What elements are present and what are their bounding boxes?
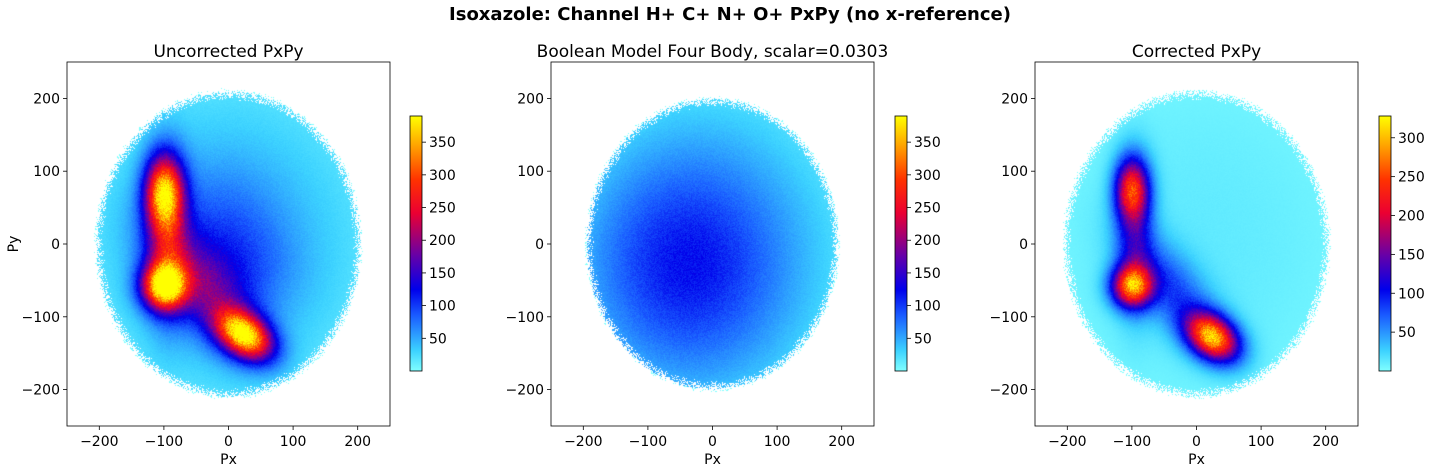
panel3-colorbar-tick-label: 150 xyxy=(1398,247,1425,263)
panel1-ytick-label: 200 xyxy=(33,91,60,107)
panel3-colorbar-tick-label: 50 xyxy=(1398,325,1416,341)
panel1-xlabel: Px xyxy=(220,452,237,467)
panel2-colorbar-tick-label: 250 xyxy=(914,201,941,217)
panel1-ytick-label: 0 xyxy=(51,237,60,253)
panel3-colorbar xyxy=(1378,115,1392,372)
figure-suptitle: Isoxazole: Channel H+ C+ N+ O+ PxPy (no … xyxy=(449,4,1011,25)
panel3-heatmap xyxy=(1035,62,1358,426)
panel1-ylabel: Py xyxy=(6,236,22,253)
panel3-xtick-label: 200 xyxy=(1312,434,1339,450)
panel3-ytick-label: 0 xyxy=(1019,237,1028,253)
panel2-ytick-label: 0 xyxy=(535,237,544,253)
panel3-colorbar-tick-label: 100 xyxy=(1398,286,1425,302)
panel1-title: Uncorrected PxPy xyxy=(153,42,303,62)
panel2-ytick-label: 200 xyxy=(517,91,544,107)
panel1-colorbar-tick-label: 50 xyxy=(429,331,447,347)
panel1-xtick-label: −200 xyxy=(80,434,118,450)
panel1-ytick-label: −200 xyxy=(22,383,60,399)
panel3-colorbar-tick-label: 200 xyxy=(1398,209,1425,225)
panel2-xtick-label: 100 xyxy=(764,434,791,450)
panel1-colorbar-tick-label: 300 xyxy=(429,168,456,184)
panel2-xtick-label: 0 xyxy=(708,434,717,450)
panel2-colorbar-tick-label: 350 xyxy=(914,135,941,151)
panel3-xtick-label: −200 xyxy=(1048,434,1086,450)
panel1-colorbar-tick-label: 250 xyxy=(429,201,456,217)
panel2-colorbar xyxy=(894,115,908,372)
panel3-xtick-label: 0 xyxy=(1192,434,1201,450)
panel1-ytick-label: −100 xyxy=(22,310,60,326)
panel2-xtick-label: −100 xyxy=(629,434,667,450)
panel2-xtick-label: −200 xyxy=(564,434,602,450)
panel3-colorbar-tick-label: 300 xyxy=(1398,131,1425,147)
panel1-colorbar-tick-label: 350 xyxy=(429,135,456,151)
panel3-colorbar-tick-label: 250 xyxy=(1398,170,1425,186)
panel2-title: Boolean Model Four Body, scalar=0.0303 xyxy=(537,42,889,62)
panel1-xtick-label: 200 xyxy=(344,434,371,450)
panel3-xtick-label: 100 xyxy=(1248,434,1275,450)
panel2-colorbar-tick-label: 300 xyxy=(914,168,941,184)
panel2-xlabel: Px xyxy=(704,452,721,467)
panel2-ytick-label: −200 xyxy=(506,383,544,399)
panel1-xtick-label: −100 xyxy=(145,434,183,450)
panel2-colorbar-tick-label: 100 xyxy=(914,299,941,315)
panel2-colorbar-tick-label: 150 xyxy=(914,266,941,282)
panel1-colorbar-tick-label: 200 xyxy=(429,233,456,249)
panel3-ytick-label: −100 xyxy=(990,310,1028,326)
panels: −200 −100 0 100 200 −200 −100 0 100 200 Uncorrecte… xyxy=(6,42,1425,467)
panel3-ytick-label: 200 xyxy=(1001,91,1028,107)
panel2-ytick-label: −100 xyxy=(506,310,544,326)
panel1-ytick-label: 100 xyxy=(33,164,60,180)
panel2-xtick-label: 200 xyxy=(828,434,855,450)
panel3-ytick-label: 100 xyxy=(1001,164,1028,180)
panel3-ytick-label: −200 xyxy=(990,383,1028,399)
panel1-colorbar-tick-label: 100 xyxy=(429,299,456,315)
panel3-xlabel: Px xyxy=(1188,452,1205,467)
panel1-xtick-label: 100 xyxy=(280,434,307,450)
panel1-colorbar xyxy=(409,115,423,372)
panel2-heatmap xyxy=(551,62,874,426)
panel2-colorbar-tick-label: 200 xyxy=(914,233,941,249)
panel3-xtick-label: −100 xyxy=(1113,434,1151,450)
panel1-heatmap xyxy=(67,62,390,426)
panel3-title: Corrected PxPy xyxy=(1132,42,1261,62)
panel1-colorbar-tick-label: 150 xyxy=(429,266,456,282)
panel1-xtick-label: 0 xyxy=(224,434,233,450)
panel2-colorbar-tick-label: 50 xyxy=(914,331,932,347)
panel2-ytick-label: 100 xyxy=(517,164,544,180)
